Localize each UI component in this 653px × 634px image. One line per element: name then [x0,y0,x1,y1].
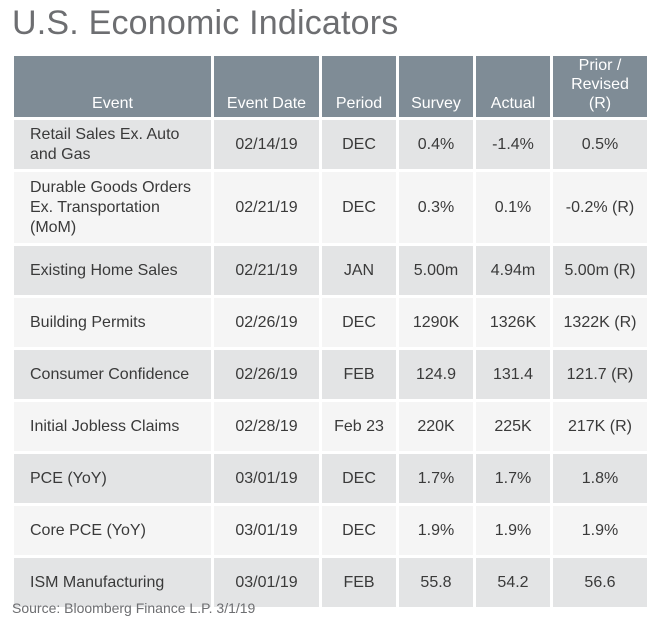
prior-cell: 1322K (R) [553,298,647,347]
event-date-cell: 02/21/19 [214,172,319,243]
table-row: Consumer Confidence 02/26/19 FEB 124.9 1… [14,350,647,399]
actual-cell: -1.4% [476,120,550,169]
actual-cell: 225K [476,402,550,451]
event-cell: Building Permits [14,298,211,347]
period-cell: FEB [322,558,396,607]
table-row: Durable Goods Orders Ex. Transportation … [14,172,647,243]
survey-cell: 1.9% [399,506,473,555]
actual-cell: 54.2 [476,558,550,607]
column-header-event: Event [14,56,211,117]
survey-cell: 220K [399,402,473,451]
event-date-cell: 02/28/19 [214,402,319,451]
prior-cell: 121.7 (R) [553,350,647,399]
period-cell: DEC [322,454,396,503]
survey-cell: 1.7% [399,454,473,503]
column-header-period: Period [322,56,396,117]
actual-cell: 131.4 [476,350,550,399]
prior-cell: 56.6 [553,558,647,607]
period-cell: Feb 23 [322,402,396,451]
table-row: Existing Home Sales 02/21/19 JAN 5.00m 4… [14,246,647,295]
table-row: Core PCE (YoY) 03/01/19 DEC 1.9% 1.9% 1.… [14,506,647,555]
survey-cell: 1290K [399,298,473,347]
period-cell: DEC [322,298,396,347]
survey-cell: 55.8 [399,558,473,607]
event-cell: Core PCE (YoY) [14,506,211,555]
actual-cell: 0.1% [476,172,550,243]
table-row: ISM Manufacturing 03/01/19 FEB 55.8 54.2… [14,558,647,607]
table-row: Retail Sales Ex. Auto and Gas 02/14/19 D… [14,120,647,169]
column-header-prior-revised: Prior / Revised (R) [553,56,647,117]
event-cell: Existing Home Sales [14,246,211,295]
survey-cell: 0.3% [399,172,473,243]
actual-cell: 1326K [476,298,550,347]
event-cell: Consumer Confidence [14,350,211,399]
column-header-event-date: Event Date [214,56,319,117]
actual-cell: 1.9% [476,506,550,555]
survey-cell: 124.9 [399,350,473,399]
survey-cell: 5.00m [399,246,473,295]
period-cell: DEC [322,506,396,555]
period-cell: DEC [322,172,396,243]
event-date-cell: 03/01/19 [214,558,319,607]
event-date-cell: 02/26/19 [214,350,319,399]
prior-cell: 1.8% [553,454,647,503]
page-title: U.S. Economic Indicators [12,4,399,42]
prior-cell: 217K (R) [553,402,647,451]
actual-cell: 4.94m [476,246,550,295]
table-row: Initial Jobless Claims 02/28/19 Feb 23 2… [14,402,647,451]
prior-cell: 1.9% [553,506,647,555]
column-header-survey: Survey [399,56,473,117]
period-cell: FEB [322,350,396,399]
prior-cell: 5.00m (R) [553,246,647,295]
event-date-cell: 02/26/19 [214,298,319,347]
indicators-table: Event Event Date Period Survey Actual Pr… [11,53,650,610]
column-header-actual: Actual [476,56,550,117]
event-cell: Retail Sales Ex. Auto and Gas [14,120,211,169]
event-date-cell: 02/21/19 [214,246,319,295]
actual-cell: 1.7% [476,454,550,503]
prior-cell: 0.5% [553,120,647,169]
event-date-cell: 02/14/19 [214,120,319,169]
survey-cell: 0.4% [399,120,473,169]
event-cell: Initial Jobless Claims [14,402,211,451]
prior-cell: -0.2% (R) [553,172,647,243]
table-header-row: Event Event Date Period Survey Actual Pr… [14,56,647,117]
event-cell: PCE (YoY) [14,454,211,503]
table-row: PCE (YoY) 03/01/19 DEC 1.7% 1.7% 1.8% [14,454,647,503]
period-cell: JAN [322,246,396,295]
event-cell: ISM Manufacturing [14,558,211,607]
event-date-cell: 03/01/19 [214,454,319,503]
table-row: Building Permits 02/26/19 DEC 1290K 1326… [14,298,647,347]
source-note: Source: Bloomberg Finance L.P. 3/1/19 [12,600,256,616]
period-cell: DEC [322,120,396,169]
event-cell: Durable Goods Orders Ex. Transportation … [14,172,211,243]
event-date-cell: 03/01/19 [214,506,319,555]
